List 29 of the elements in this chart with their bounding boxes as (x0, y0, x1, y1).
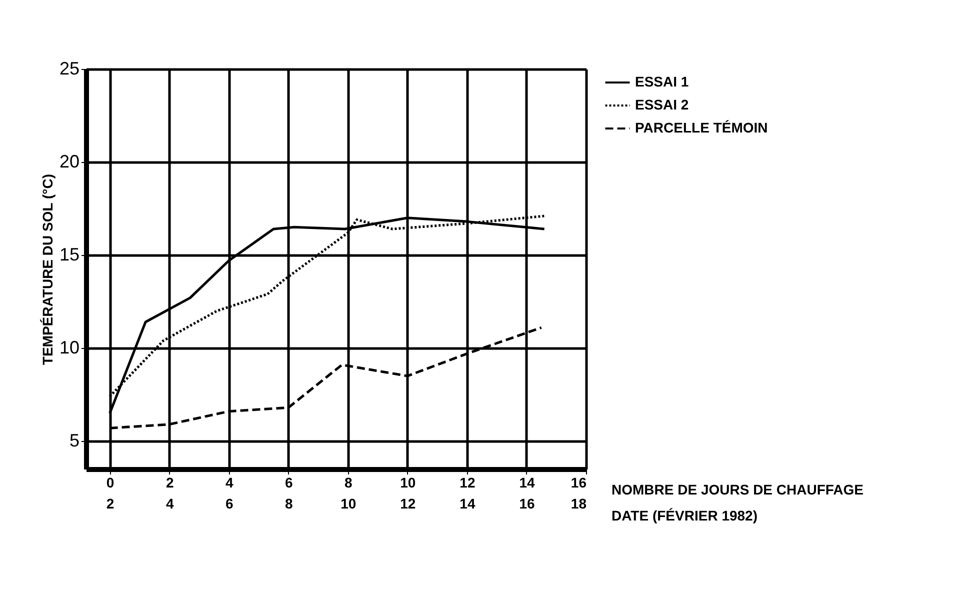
x2-tick-label: 8 (284, 496, 293, 512)
x2-tick-label: 16 (519, 496, 535, 512)
y-tick-label: 25 (59, 58, 80, 78)
x-axis-title: NOMBRE DE JOURS DE CHAUFFAGE (612, 482, 864, 498)
legend-label: ESSAI 2 (635, 96, 689, 112)
y-tick-label: 15 (59, 244, 80, 265)
x2-tick-label: 18 (570, 496, 587, 512)
x-tick-label: 14 (519, 474, 535, 490)
x-tick-label: 2 (166, 474, 174, 490)
y-tick-label: 10 (59, 338, 80, 358)
y-tick-label: 5 (69, 430, 80, 451)
y-tick-label: 20 (59, 152, 80, 172)
x2-tick-label: 10 (340, 496, 356, 512)
x-tick-label: 10 (400, 474, 416, 490)
x-tick-label: 8 (344, 474, 353, 490)
x-tick-label: 12 (460, 474, 476, 490)
x2-tick-label: 14 (460, 496, 476, 512)
x2-tick-label: 4 (166, 496, 174, 512)
x2-tick-label: 2 (106, 496, 114, 512)
x-tick-label: 6 (284, 474, 293, 490)
x2-tick-label: 6 (225, 496, 234, 512)
legend-label: PARCELLE TÉMOIN (635, 120, 768, 136)
x-tick-label: 0 (106, 474, 114, 490)
x-tick-label: 4 (225, 474, 234, 490)
x2-axis-title: DATE (FÉVRIER 1982) (612, 508, 758, 524)
legend-label: ESSAI 1 (635, 74, 689, 90)
y-axis-title: TEMPÉRATURE DU SOL (°C) (39, 174, 56, 365)
x2-tick-label: 12 (400, 496, 416, 512)
x-tick-label: 16 (570, 474, 587, 490)
